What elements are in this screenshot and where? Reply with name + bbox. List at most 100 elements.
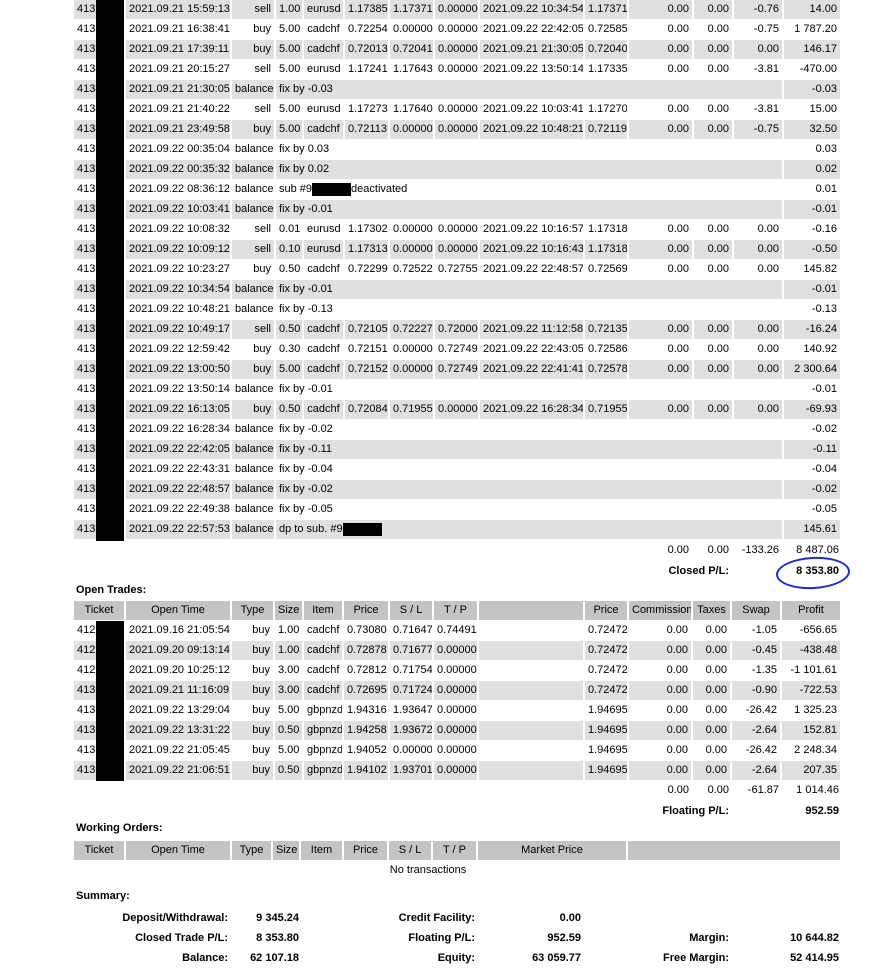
swap-cell: -0.75 bbox=[734, 20, 784, 40]
type-cell: balance bbox=[232, 80, 276, 100]
type-cell: buy bbox=[232, 701, 275, 721]
size-cell: 0.30 bbox=[276, 340, 304, 360]
profit-cell: -0.11 bbox=[784, 440, 842, 460]
size-cell: 5.00 bbox=[275, 701, 304, 721]
commission-cell: 0.00 bbox=[629, 621, 693, 641]
description-text: fix by -0.02 bbox=[279, 483, 333, 495]
sl-cell: 0.00000 bbox=[390, 340, 435, 360]
profit-cell: -656.65 bbox=[782, 621, 842, 641]
open-time-cell: 2021.09.22 10:08:32 bbox=[126, 220, 232, 240]
open-trade-row: 412 2021.09.16 21:05:54 buy 1.00 cadchf 0.730… bbox=[74, 621, 842, 641]
price-cell: 0.72151 bbox=[345, 340, 390, 360]
balance-row: 4138 2021.09.22 22:57:53 balance dp to sub.… bbox=[74, 520, 842, 540]
profit-cell: 1 325.23 bbox=[782, 701, 842, 721]
taxes-cell: 0.00 bbox=[693, 681, 732, 701]
type-cell: balance bbox=[232, 460, 276, 480]
item-cell: cadchf bbox=[304, 641, 344, 661]
open-time-cell: 2021.09.21 21:30:05 bbox=[126, 80, 232, 100]
tp-cell: 0.00000 bbox=[434, 681, 479, 701]
close-price-cell: 0.72135 bbox=[585, 320, 629, 340]
sl-cell: 0.00000 bbox=[390, 741, 434, 761]
commission-cell: 0.00 bbox=[629, 661, 693, 681]
type-cell: buy bbox=[232, 20, 276, 40]
close-time-cell: 2021.09.22 22:41:41 bbox=[480, 360, 585, 380]
commission-cell: 0.00 bbox=[629, 761, 693, 781]
column-header: T / P bbox=[433, 841, 478, 861]
profit-cell: -0.03 bbox=[784, 80, 842, 100]
close-price-cell: 1.17270 bbox=[585, 100, 629, 120]
taxes-cell: 0.00 bbox=[693, 761, 732, 781]
tp-cell: 0.00000 bbox=[435, 100, 480, 120]
description-cell: fix by -0.03 bbox=[276, 80, 784, 100]
description-text: fix by -0.01 bbox=[279, 283, 333, 295]
margin-label: Margin: bbox=[689, 932, 729, 944]
description-cell: fix by 0.03 bbox=[276, 140, 784, 160]
tp-cell: 0.00000 bbox=[434, 721, 479, 741]
open-time-cell: 2021.09.22 22:57:53 bbox=[126, 520, 232, 540]
open-time-cell: 2021.09.22 21:06:51 bbox=[126, 761, 232, 781]
type-cell: balance bbox=[232, 420, 276, 440]
commission-cell: 0.00 bbox=[629, 0, 694, 20]
trade-row: 4136 2021.09.22 16:13:05 buy 0.50 cadchf 0.72… bbox=[74, 400, 842, 420]
profit-cell: 1 787.20 bbox=[784, 20, 842, 40]
tp-cell: 0.72749 bbox=[435, 360, 480, 380]
close-time-cell: 2021.09.22 10:48:21 bbox=[480, 120, 585, 140]
trade-row: 4136 2021.09.22 12:59:42 buy 0.30 cadchf 0.72… bbox=[74, 340, 842, 360]
trade-row: 4134 2021.09.21 20:15:27 sell 5.00 eurusd 1.1… bbox=[74, 60, 842, 80]
commission-cell: 0.00 bbox=[629, 40, 694, 60]
balance-row: 4138 2021.09.22 22:48:57 balance fix by -0.… bbox=[74, 480, 842, 500]
open-time-cell: 2021.09.22 13:50:14 bbox=[126, 380, 232, 400]
margin-value: 10 644.82 bbox=[790, 932, 839, 944]
price-cell: 0.72113 bbox=[345, 120, 390, 140]
market-price-cell: 0.72472 bbox=[585, 681, 629, 701]
description-cell: dp to sub. #9 bbox=[276, 520, 784, 540]
type-cell: balance bbox=[232, 520, 276, 540]
redaction-bar bbox=[96, 0, 124, 541]
type-cell: balance bbox=[232, 200, 276, 220]
sl-cell: 1.17643 bbox=[390, 60, 435, 80]
swap-cell: 0.00 bbox=[734, 340, 784, 360]
item-cell: cadchf bbox=[304, 400, 345, 420]
item-cell: cadchf bbox=[304, 621, 344, 641]
profit-cell: -0.05 bbox=[784, 500, 842, 520]
open-time-cell: 2021.09.22 22:43:31 bbox=[126, 460, 232, 480]
close-time-cell: 2021.09.22 16:28:34 bbox=[480, 400, 585, 420]
taxes-cell: 0.00 bbox=[693, 741, 732, 761]
type-cell: buy bbox=[232, 761, 275, 781]
commission-cell: 0.00 bbox=[629, 260, 694, 280]
description-text: deactivated bbox=[351, 183, 408, 195]
price-cell: 0.73080 bbox=[344, 621, 390, 641]
close-time-cell: 2021.09.22 10:16:43 bbox=[480, 240, 585, 260]
description-cell: fix by -0.01 bbox=[276, 380, 784, 400]
type-cell: balance bbox=[232, 160, 276, 180]
description-cell: sub #9 deactivated bbox=[276, 180, 784, 200]
description-cell: fix by -0.01 bbox=[276, 280, 784, 300]
size-cell: 0.01 bbox=[276, 220, 304, 240]
price-cell: 1.17313 bbox=[345, 240, 390, 260]
size-cell: 5.00 bbox=[276, 40, 304, 60]
balance-row: 4136 2021.09.22 13:50:14 balance fix by -0.… bbox=[74, 380, 842, 400]
close-price-cell: 1.17318 bbox=[585, 220, 629, 240]
type-cell: buy bbox=[232, 741, 275, 761]
open-total-swap: -61.87 bbox=[747, 784, 779, 796]
close-time-cell: 2021.09.22 13:50:14 bbox=[480, 60, 585, 80]
commission-cell: 0.00 bbox=[629, 120, 694, 140]
type-cell: buy bbox=[232, 400, 276, 420]
type-cell: balance bbox=[232, 380, 276, 400]
description-cell: fix by -0.02 bbox=[276, 420, 784, 440]
tp-cell: 0.00000 bbox=[435, 60, 480, 80]
open-total-profit: 1 014.46 bbox=[796, 784, 839, 796]
description-cell: fix by -0.01 bbox=[276, 200, 784, 220]
description-text: fix by -0.04 bbox=[279, 463, 333, 475]
commission-cell: 0.00 bbox=[629, 360, 694, 380]
closed-trade-pl-label: Closed Trade P/L: bbox=[135, 932, 228, 944]
description-cell: fix by -0.11 bbox=[276, 440, 784, 460]
swap-cell: -1.35 bbox=[732, 661, 782, 681]
close-time-cell: 2021.09.22 10:16:57 bbox=[480, 220, 585, 240]
size-cell: 3.00 bbox=[275, 661, 304, 681]
redaction-bar bbox=[342, 522, 382, 536]
free-margin-value: 52 414.95 bbox=[790, 952, 839, 964]
deposit-value: 9 345.24 bbox=[256, 912, 299, 924]
empty-cell bbox=[479, 741, 585, 761]
profit-cell: 140.92 bbox=[784, 340, 842, 360]
